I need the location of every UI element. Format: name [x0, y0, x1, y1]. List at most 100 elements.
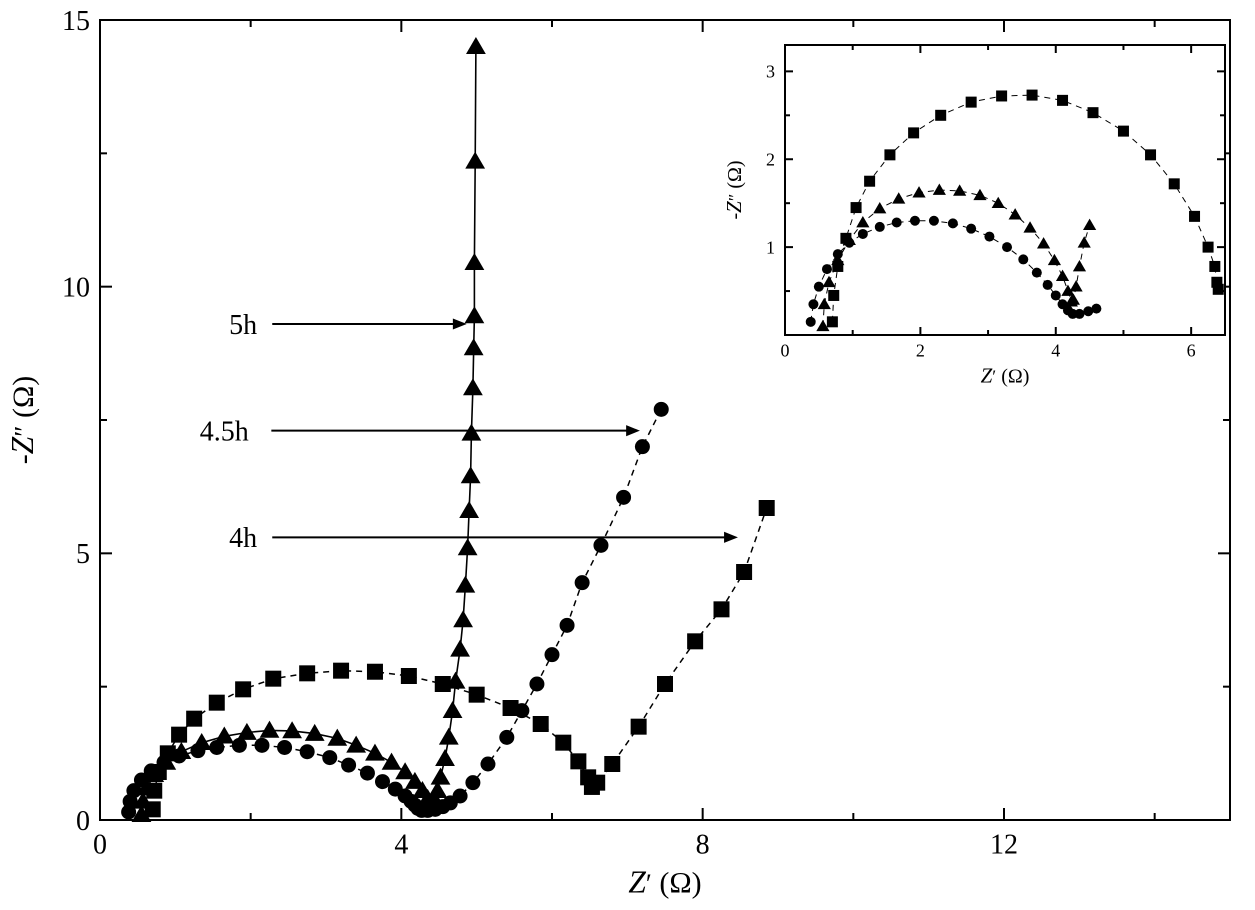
- main-chart-series-5h-pt15: [382, 753, 402, 770]
- annotation-5h: 5h: [229, 310, 257, 341]
- main-chart-series-4.5h-pt30: [499, 730, 514, 745]
- main-chart-series-4.5h-pt37: [616, 490, 631, 505]
- main-chart-series-5h-pt24: [435, 749, 455, 766]
- main-chart-series-4.5h-pt28: [465, 775, 480, 790]
- main-chart-series-4.5h-pt36: [593, 538, 608, 553]
- main-chart-ylabel: -Z″ (Ω): [5, 376, 40, 465]
- main-chart-series-4.5h-pt39: [654, 402, 669, 417]
- inset-chart-series-4.5h-inset-pt17: [1043, 280, 1053, 290]
- inset-chart-series-4h-inset-pt12: [1057, 95, 1068, 106]
- main-chart-xtick-label: 4: [394, 830, 408, 861]
- main-chart-series-5h-pt9: [260, 721, 280, 738]
- inset-chart-series-4.5h-inset-pt2: [814, 282, 824, 292]
- main-chart-series-5h-pt28: [450, 640, 470, 657]
- main-chart-series-4.5h-pt12: [300, 744, 315, 759]
- main-chart-series-4h-pt4: [171, 727, 187, 743]
- main-chart-series-4h-pt6: [209, 695, 225, 711]
- inset-chart-series-4h-inset-pt0: [827, 316, 838, 327]
- main-chart-series-4.5h-pt9: [232, 738, 247, 753]
- inset-chart-series-4.5h-inset-pt0: [806, 317, 816, 327]
- main-chart-series-4h-pt12: [401, 668, 417, 684]
- main-chart-series-4h-pt27: [736, 564, 752, 580]
- main-chart-series-5h-pt23: [431, 768, 451, 785]
- main-chart-series-5h-pt32: [459, 501, 479, 518]
- annotation-4.5h: 4.5h: [200, 416, 249, 447]
- main-chart-xtick-label: 12: [990, 830, 1018, 861]
- inset-chart-series-4h-inset-pt15: [1145, 149, 1156, 160]
- main-chart-series-4h-pt5: [186, 711, 202, 727]
- inset-chart-series-4.5h-inset-pt1: [808, 299, 818, 309]
- inset-chart-series-4.5h-inset-pt11: [948, 218, 958, 228]
- inset-chart-series-4h-inset-pt21: [1213, 284, 1224, 295]
- inset-chart-series-4h-inset-pt11: [1027, 90, 1038, 101]
- main-chart-series-5h-pt31: [458, 538, 478, 555]
- main-chart-series-4h-pt16: [533, 716, 549, 732]
- inset-chart-ytick-label: 3: [766, 62, 775, 82]
- main-chart-series-4.5h-pt34: [560, 618, 575, 633]
- main-chart-series-4h-pt8: [265, 671, 281, 687]
- main-chart-series-4h-pt11: [367, 664, 383, 680]
- inset-chart-series-4.5h-inset-pt7: [875, 222, 885, 232]
- annotation-4h: 4h: [229, 523, 257, 554]
- main-chart-series-4h-pt14: [469, 687, 485, 703]
- inset-chart-series-4h-inset-pt7: [908, 127, 919, 138]
- inset-chart-series-4.5h-inset-pt24: [1091, 304, 1101, 314]
- main-chart-series-4h-pt26: [714, 601, 730, 617]
- inset-chart-series-4.5h-inset-pt18: [1051, 290, 1061, 300]
- main-chart-series-4h-pt17: [555, 735, 571, 751]
- main-chart-series-5h-pt29: [453, 610, 473, 627]
- inset-chart-series-4h-inset-pt10: [996, 90, 1007, 101]
- inset-chart-series-4.5h-inset-pt6: [858, 229, 868, 239]
- main-chart-series-4.5h-pt16: [375, 774, 390, 789]
- main-chart-series-4.5h-pt35: [575, 575, 590, 590]
- inset-chart-series-4h-inset-pt18: [1203, 242, 1214, 253]
- main-chart-series-5h-pt38: [465, 253, 485, 270]
- main-chart-series-4h-pt28: [759, 500, 775, 516]
- main-chart-series-5h-pt10: [282, 721, 302, 738]
- inset-chart-series-4h-inset-pt6: [884, 149, 895, 160]
- inset-chart-ylabel: -Z″ (Ω): [722, 160, 746, 219]
- main-chart-series-4.5h-pt27: [453, 789, 468, 804]
- main-chart-ytick-label: 10: [62, 272, 90, 303]
- main-chart-series-4.5h-pt14: [341, 758, 356, 773]
- inset-chart-xlabel: Z′ (Ω): [981, 364, 1030, 388]
- main-chart-series-4h-pt25: [687, 633, 703, 649]
- main-chart-series-4.5h-pt15: [360, 766, 375, 781]
- inset-chart-xtick-label: 6: [1187, 341, 1196, 361]
- main-chart-series-5h-pt37: [465, 306, 485, 323]
- main-chart-xlabel: Z′ (Ω): [628, 865, 701, 900]
- inset-chart-series-4h-inset-pt1: [828, 290, 839, 301]
- inset-chart-series-4h-inset-pt17: [1189, 211, 1200, 222]
- main-chart-series-4h-pt10: [333, 663, 349, 679]
- main-chart-series-4.5h-pt29: [480, 757, 495, 772]
- inset-chart-series-4h-inset-pt14: [1118, 126, 1129, 137]
- main-chart-series-4.5h-pt31: [514, 703, 529, 718]
- inset-chart-xtick-label: 2: [916, 341, 925, 361]
- inset-chart-series-4h-inset-pt13: [1088, 107, 1099, 118]
- main-chart-series-4h-pt21: [589, 775, 605, 791]
- inset-chart-series-4.5h-inset-pt3: [822, 264, 832, 274]
- main-chart-series-5h-pt30: [455, 576, 475, 593]
- inset-chart-series-4.5h-inset-pt9: [910, 216, 920, 226]
- inset-chart: 0246123Z′ (Ω)-Z″ (Ω): [722, 45, 1225, 388]
- main-chart-series-5h-pt25: [439, 728, 459, 745]
- main-chart-series-5h-pt26: [443, 701, 463, 718]
- inset-chart-series-4h-inset-pt5: [864, 176, 875, 187]
- annotation-arrowhead-5h: [453, 319, 465, 329]
- main-chart-series-5h-pt36: [464, 338, 484, 355]
- main-chart-series-5h-pt40: [466, 37, 486, 54]
- inset-chart-series-4h-inset-pt16: [1169, 178, 1180, 189]
- inset-chart-series-4.5h-inset-pt15: [1018, 254, 1028, 264]
- main-chart-series-4h-pt22: [604, 756, 620, 772]
- main-chart-series-4h-pt9: [299, 665, 315, 681]
- inset-chart-series-4.5h-inset-pt8: [892, 218, 902, 228]
- inset-chart-series-4.5h-inset-pt16: [1032, 268, 1042, 278]
- inset-chart-series-4h-inset-pt9: [966, 97, 977, 108]
- main-chart-series-4.5h-line: [129, 409, 662, 812]
- inset-chart-xtick-label: 0: [781, 341, 790, 361]
- main-chart-series-5h-pt13: [346, 736, 366, 753]
- inset-chart-series-4h-inset-pt19: [1209, 261, 1220, 272]
- inset-chart-series-4.5h-inset-pt10: [929, 216, 939, 226]
- main-chart-series-4.5h-pt32: [529, 677, 544, 692]
- main-chart-series-4.5h-pt13: [322, 750, 337, 765]
